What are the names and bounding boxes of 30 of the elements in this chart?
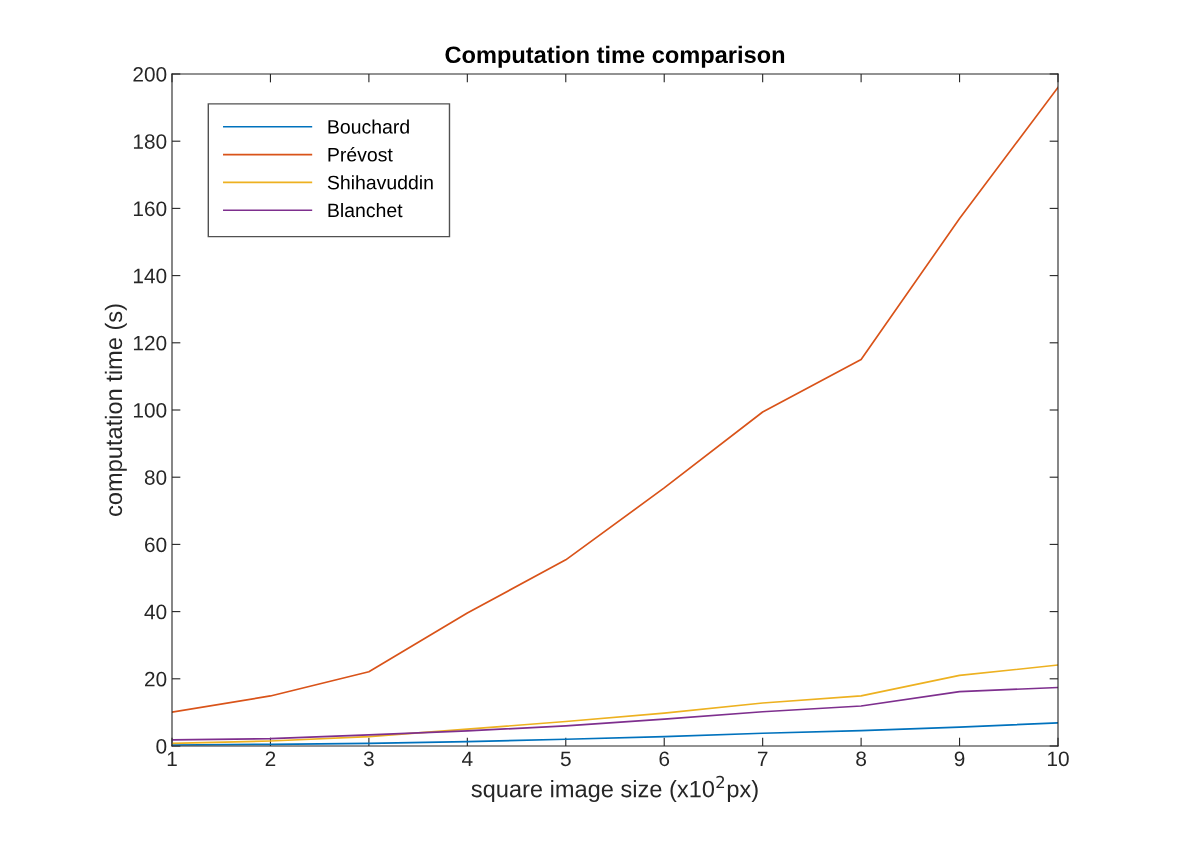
y-tick-label: 180 [133,134,167,149]
x-tick-label: 9 [954,751,965,767]
y-tick-label: 0 [156,739,167,754]
y-tick-label: 60 [145,537,167,553]
chart-title: Computation time comparison [445,45,785,68]
x-tick-label: 5 [560,751,571,767]
legend-label: Blanchet [328,202,403,218]
line-series [172,86,1058,713]
x-tick-label: 4 [462,751,473,766]
y-axis-title: computation time (s) [104,304,127,516]
x-tick-label: 1 [167,751,177,766]
y-tick-label: 200 [133,67,167,82]
legend-label: Shihavuddin [327,175,433,190]
legend-label: Bouchard [328,119,409,134]
x-tick-label: 2 [265,751,276,766]
y-tick-label: 100 [133,403,167,418]
x-tick-label: 10 [1048,751,1069,767]
y-tick-label: 160 [133,201,167,217]
x-tick-label: 3 [363,751,374,767]
y-tick-label: 140 [133,268,167,284]
x-tick-label: 6 [659,751,670,767]
x-axis-title: square image size (x10$^{2}$px) [471,775,758,803]
y-tick-label: 120 [133,335,167,351]
legend-label: Prévost [328,147,393,162]
y-tick-label: 80 [144,470,167,485]
x-tick-label: 7 [757,751,768,766]
y-tick-label: 20 [145,671,167,687]
x-tick-label: 8 [856,751,866,767]
y-tick-label: 40 [144,604,167,620]
line-series [172,686,1058,741]
